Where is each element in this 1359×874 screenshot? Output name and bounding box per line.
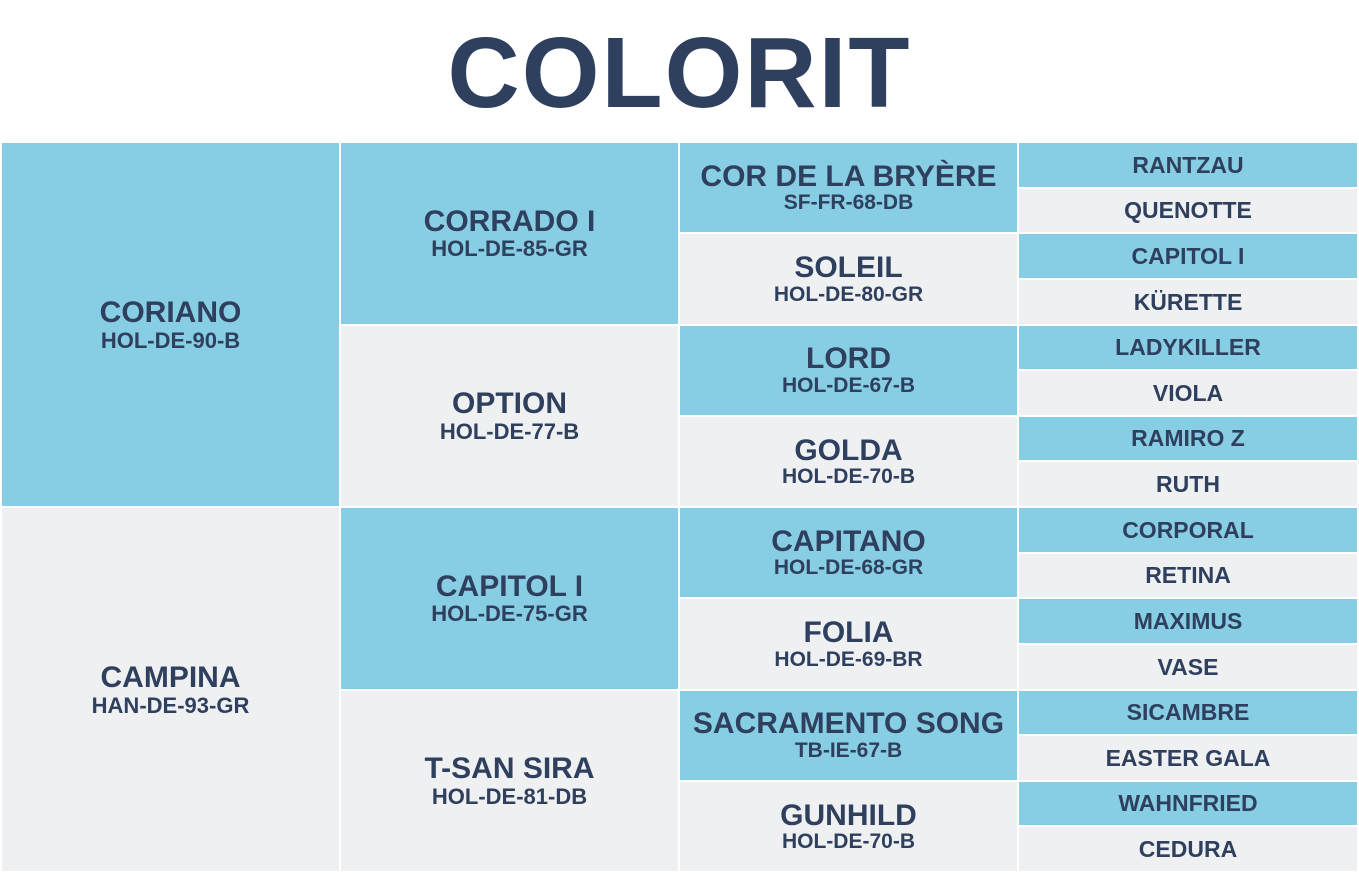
pedigree-cell-gen4: KÜRETTE <box>1019 279 1357 324</box>
horse-name: CAPITANO <box>771 524 926 558</box>
horse-name: RUTH <box>1156 471 1220 498</box>
horse-name: CEDURA <box>1138 836 1238 863</box>
horse-name: LORD <box>806 342 891 376</box>
horse-name: VIOLA <box>1152 379 1224 406</box>
pedigree-cell-gen4: MAXIMUS <box>1019 599 1357 643</box>
horse-name: CAPITOL I <box>435 569 584 603</box>
horse-registration-code: HOL-DE-70-B <box>781 830 915 854</box>
pedigree-cell-gen4: SICAMBRE <box>1019 690 1357 735</box>
horse-registration-code: HOL-DE-90-B <box>100 327 241 353</box>
horse-registration-code: HOL-DE-85-GR <box>431 236 588 262</box>
pedigree-cell-gen1: CORIANO HOL-DE-90-B <box>2 143 339 506</box>
pedigree-cell-gen4: LADYKILLER <box>1019 325 1357 370</box>
pedigree-cell-gen3: FOLIA HOL-DE-69-BR <box>680 599 1017 689</box>
horse-registration-code: HOL-DE-68-GR <box>773 556 924 580</box>
horse-registration-code: TB-IE-67-B <box>794 738 903 762</box>
pedigree-cell-gen4: WAHNFRIED <box>1019 781 1357 826</box>
pedigree-cell-gen4: RETINA <box>1019 553 1357 598</box>
horse-name: QUENOTTE <box>1124 197 1252 224</box>
horse-registration-code: HOL-DE-81-DB <box>431 783 588 809</box>
horse-registration-code: HOL-DE-67-B <box>781 373 915 397</box>
pedigree-cell-gen3: GOLDA HOL-DE-70-B <box>680 416 1017 506</box>
horse-name: GUNHILD <box>780 798 917 832</box>
pedigree-cell-gen4: VASE <box>1019 644 1357 689</box>
pedigree-cell-gen2: CORRADO I HOL-DE-85-GR <box>341 143 678 324</box>
horse-name: FOLIA <box>803 616 894 650</box>
horse-name: RANTZAU <box>1132 151 1244 178</box>
horse-name: RAMIRO Z <box>1131 425 1245 452</box>
pedigree-cell-gen2: OPTION HOL-DE-77-B <box>341 325 678 506</box>
horse-registration-code: HOL-DE-70-B <box>781 465 915 489</box>
pedigree-cell-gen3: SACRAMENTO SONG TB-IE-67-B <box>680 690 1017 780</box>
horse-registration-code: HOL-DE-80-GR <box>773 282 924 306</box>
horse-name: CAPITOL I <box>1131 242 1245 269</box>
pedigree-cell-gen4: CEDURA <box>1019 827 1357 871</box>
horse-name: CORRADO I <box>423 204 596 238</box>
pedigree-cell-gen2: T-SAN SIRA HOL-DE-81-DB <box>341 690 678 871</box>
horse-name: SACRAMENTO SONG <box>692 707 1005 741</box>
horse-name: KÜRETTE <box>1133 288 1243 315</box>
horse-name: SICAMBRE <box>1126 699 1250 726</box>
pedigree-cell-gen4: CAPITOL I <box>1019 234 1357 278</box>
horse-name: OPTION <box>451 387 567 421</box>
pedigree-cell-gen3: LORD HOL-DE-67-B <box>680 325 1017 415</box>
pedigree-cell-gen4: RAMIRO Z <box>1019 416 1357 461</box>
horse-name: COR DE LA BRYÈRE <box>700 159 997 193</box>
horse-name: CORIANO <box>99 296 242 330</box>
horse-name: SOLEIL <box>794 251 903 285</box>
horse-registration-code: HOL-DE-69-BR <box>774 647 923 671</box>
horse-name: T-SAN SIRA <box>424 752 595 786</box>
pedigree-cell-gen4: VIOLA <box>1019 371 1357 415</box>
page-title: COLORIT <box>447 17 912 129</box>
horse-registration-code: SF-FR-68-DB <box>783 191 914 215</box>
horse-name: GOLDA <box>794 433 903 467</box>
pedigree-cell-gen4: RUTH <box>1019 462 1357 506</box>
horse-name: EASTER GALA <box>1105 744 1271 771</box>
pedigree-cell-gen1: CAMPINA HAN-DE-93-GR <box>2 508 339 871</box>
pedigree-cell-gen4: QUENOTTE <box>1019 188 1357 233</box>
horse-name: WAHNFRIED <box>1118 790 1258 817</box>
horse-name: VASE <box>1157 653 1219 680</box>
pedigree-cell-gen2: CAPITOL I HOL-DE-75-GR <box>341 508 678 689</box>
pedigree-grid: CORIANO HOL-DE-90-B CAMPINA HAN-DE-93-GR COR… <box>2 143 1357 871</box>
horse-name: CAMPINA <box>100 661 241 695</box>
pedigree-cell-gen4: EASTER GALA <box>1019 736 1357 780</box>
pedigree-cell-gen4: RANTZAU <box>1019 143 1357 187</box>
horse-name: LADYKILLER <box>1115 334 1261 361</box>
pedigree-cell-gen3: CAPITANO HOL-DE-68-GR <box>680 508 1017 598</box>
horse-name: MAXIMUS <box>1133 607 1243 634</box>
horse-registration-code: HOL-DE-75-GR <box>431 601 588 627</box>
pedigree-cell-gen3: GUNHILD HOL-DE-70-B <box>680 781 1017 871</box>
horse-name: RETINA <box>1145 562 1231 589</box>
pedigree-cell-gen3: SOLEIL HOL-DE-80-GR <box>680 234 1017 324</box>
horse-registration-code: HOL-DE-77-B <box>439 418 580 444</box>
horse-registration-code: HAN-DE-93-GR <box>91 692 250 718</box>
horse-name: CORPORAL <box>1122 516 1254 543</box>
pedigree-cell-gen3: COR DE LA BRYÈRE SF-FR-68-DB <box>680 143 1017 233</box>
pedigree-cell-gen4: CORPORAL <box>1019 508 1357 552</box>
